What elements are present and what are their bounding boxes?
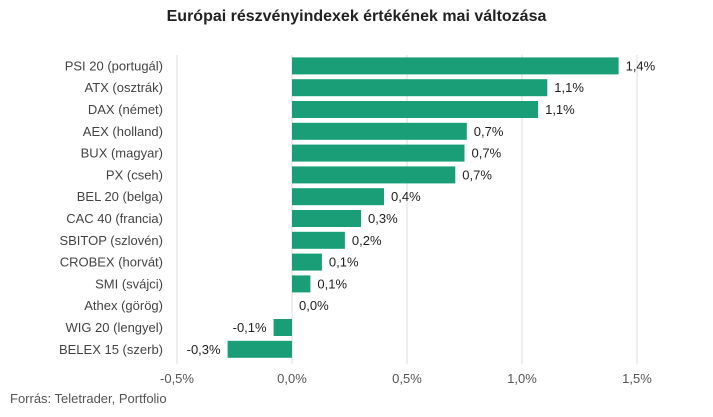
category-label: SMI (svájci) <box>95 276 163 291</box>
bars <box>227 57 619 358</box>
x-tick-label: 0,0% <box>277 371 307 386</box>
category-label: WIG 20 (lengyel) <box>65 320 163 335</box>
value-label: 0,0% <box>299 298 329 313</box>
value-label: 0,1% <box>329 255 359 270</box>
category-label: ATX (osztrák) <box>85 80 164 95</box>
bar <box>292 122 467 140</box>
source-note: Forrás: Teletrader, Portfolio <box>10 391 167 406</box>
category-label: SBITOP (szlovén) <box>59 233 163 248</box>
bar <box>292 210 361 227</box>
category-labels: PSI 20 (portugál) ATX (osztrák) DAX (német… <box>59 58 163 356</box>
bar <box>292 275 311 293</box>
category-label: PX (cseh) <box>106 167 163 182</box>
value-label: 0,2% <box>352 233 382 248</box>
bar <box>292 57 619 75</box>
value-label: 1,1% <box>545 102 575 117</box>
bar <box>292 231 345 249</box>
category-label: BELEX 15 (szerb) <box>59 342 163 357</box>
bar <box>292 79 548 97</box>
value-label: 1,1% <box>554 80 584 95</box>
category-label: PSI 20 (portugál) <box>65 58 163 73</box>
value-label: 0,7% <box>462 167 492 182</box>
bar <box>227 340 292 358</box>
x-tick-labels: -0,5% 0,0% 0,5% 1,0% 1,5% <box>160 371 652 386</box>
bar <box>292 253 322 271</box>
x-tick-label: 1,0% <box>507 371 537 386</box>
category-label: BEL 20 (belga) <box>77 189 163 204</box>
value-label: -0,3% <box>187 342 221 357</box>
x-tick-label: 1,5% <box>622 371 652 386</box>
bar <box>292 144 465 162</box>
category-label: CAC 40 (francia) <box>66 211 163 226</box>
chart-title: Európai részvényindexek értékének mai vá… <box>166 8 547 25</box>
bar <box>292 188 384 206</box>
bar <box>292 101 539 118</box>
value-label: 0,4% <box>391 189 421 204</box>
category-label: CROBEX (horvát) <box>60 255 163 270</box>
value-label: 0,1% <box>317 276 347 291</box>
category-label: DAX (német) <box>88 102 163 117</box>
value-label: -0,1% <box>233 320 267 335</box>
value-label: 0,7% <box>472 146 502 161</box>
bar <box>273 319 292 336</box>
grid-lines <box>176 55 638 365</box>
category-label: AEX (holland) <box>83 124 163 139</box>
bar <box>292 166 456 184</box>
x-tick-label: 0,5% <box>392 371 422 386</box>
value-labels: 1,4% 1,1% 1,1% 0,7% 0,7% 0,7% 0,4% 0,3% 0,2% 0,1%… <box>187 58 656 356</box>
x-tick-label: -0,5% <box>160 371 194 386</box>
category-label: Athex (görög) <box>84 298 163 313</box>
value-label: 0,3% <box>368 211 398 226</box>
value-label: 1,4% <box>626 58 656 73</box>
value-label: 0,7% <box>474 124 504 139</box>
category-label: BUX (magyar) <box>81 146 163 161</box>
